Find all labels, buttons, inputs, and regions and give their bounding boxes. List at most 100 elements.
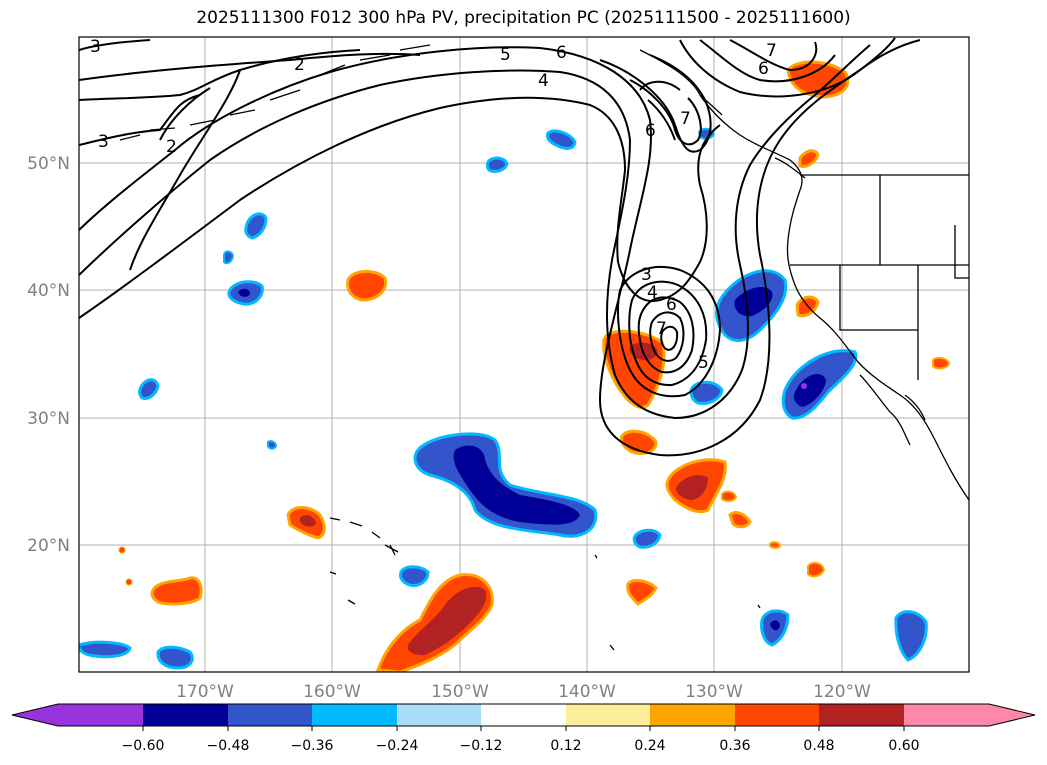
precip-blob (932, 356, 951, 370)
coastlines (119, 44, 969, 651)
pv-contour-label: 6 (666, 295, 677, 315)
longitude-label: 170°W (176, 682, 234, 702)
colorbar-segment (397, 704, 481, 726)
precip-blob (734, 286, 773, 317)
pv-contour-label: 3 (98, 132, 109, 152)
colorbar-segment (566, 704, 650, 726)
pv-contour-label: 5 (500, 45, 511, 65)
colorbar-tick-label: 0.36 (719, 738, 750, 754)
precip-blob (300, 515, 316, 527)
colorbar-segment (650, 704, 735, 726)
map-frame (78, 36, 970, 673)
pv-contour-label: 3 (90, 37, 101, 57)
gridlines (79, 37, 969, 672)
state-borders (790, 174, 969, 380)
longitude-labels: 170°W 160°W 150°W 140°W 130°W 120°W (176, 682, 871, 702)
pv-contour-label: 7 (656, 319, 667, 339)
colorbar-segment (228, 704, 312, 726)
precip-blob (156, 645, 194, 670)
latitude-label: 20°N (27, 536, 70, 556)
pv-contour (79, 94, 201, 146)
longitude-label: 160°W (303, 682, 361, 702)
colorbar-segment (143, 704, 228, 726)
precip-blob (632, 528, 662, 549)
pv-contour (637, 296, 695, 374)
precip-blob (453, 445, 580, 525)
precip-blob (346, 270, 388, 302)
hawaiian-islands (329, 517, 399, 556)
longitude-label: 150°W (431, 682, 489, 702)
latitude-labels: 50°N 40°N 30°N 20°N (27, 154, 70, 556)
precip-blob (807, 561, 826, 578)
colorbar-segment (481, 704, 566, 726)
precip-blob (721, 490, 738, 503)
precip-dot (118, 546, 126, 554)
colorbar-tick-label: −0.36 (291, 738, 334, 754)
pv-contour (129, 69, 241, 271)
longitude-label: 120°W (813, 682, 871, 702)
pv-contour (79, 96, 721, 319)
precip-blob (769, 541, 782, 549)
baja-coast (859, 374, 926, 446)
pv-contour-label: 6 (556, 43, 567, 63)
colorbar-segment (819, 704, 904, 726)
small-islands (329, 554, 761, 651)
pv-contour-label: 6 (758, 59, 769, 79)
colorbar-tick-label: 0.12 (550, 738, 581, 754)
colorbar-tick-label: 0.24 (634, 738, 665, 754)
colorbar-extend-high (904, 704, 1035, 726)
pv-contour (79, 39, 921, 457)
pv-contour-labels: 3 2 3 2 5 6 4 7 6 6 7 3 4 6 7 5 (90, 37, 777, 373)
pv-contour (660, 325, 679, 352)
colorbar: −0.60 −0.48 −0.36 −0.24 −0.12 0.12 0.24 … (11, 703, 1036, 754)
colorbar-tick-label: 0.48 (803, 738, 834, 754)
aleutian-islands (119, 44, 431, 141)
colorbar-tick-label: −0.24 (376, 738, 419, 754)
colorbar-segment (735, 704, 819, 726)
precip-blob (798, 149, 820, 168)
precip-blob (407, 586, 487, 656)
pv-contour (79, 49, 361, 101)
precip-blob (485, 156, 509, 173)
latitude-label: 50°N (27, 154, 70, 174)
pv-contour (649, 311, 685, 362)
pv-contour-label: 2 (166, 137, 177, 157)
pv-contour-label: 2 (294, 55, 305, 75)
colorbar-segment (312, 704, 397, 726)
precip-blob (138, 378, 160, 400)
pv-contours (79, 37, 921, 457)
longitude-label: 130°W (685, 682, 743, 702)
colorbar-tick-label: 0.60 (888, 738, 919, 754)
precip-dot (801, 383, 807, 389)
map-title: 2025111300 F012 300 hPa PV, precipitatio… (196, 8, 851, 28)
pv-contour (79, 52, 421, 81)
precip-blob (626, 579, 658, 606)
pv-contour (699, 39, 836, 83)
latitude-label: 40°N (27, 281, 70, 301)
pv-contour (629, 79, 702, 146)
colorbar-tick-label: −0.60 (122, 738, 165, 754)
precip-blob (546, 129, 577, 150)
colorbar-extend-low (12, 704, 143, 726)
precip-negative (79, 127, 928, 670)
precip-blob (894, 610, 928, 662)
pv-contour-label: 6 (645, 121, 656, 141)
precip-blob (267, 440, 278, 450)
precip-blob (150, 576, 203, 606)
precip-blob (689, 380, 724, 405)
pv-contour (617, 265, 722, 398)
colorbar-outline (11, 703, 1036, 727)
coastline-north-america (786, 159, 969, 501)
pv-contour-label: 5 (698, 353, 709, 373)
latitude-label: 30°N (27, 409, 70, 429)
precip-blob (793, 373, 826, 407)
precip-blob (399, 565, 430, 587)
precip-blob (676, 475, 708, 500)
precip-blob (770, 620, 780, 631)
precip-blob (238, 288, 250, 297)
pv-contour-label: 4 (647, 283, 658, 303)
precip-dot (125, 578, 133, 586)
pv-contour (79, 44, 871, 420)
pv-contour (79, 39, 151, 51)
